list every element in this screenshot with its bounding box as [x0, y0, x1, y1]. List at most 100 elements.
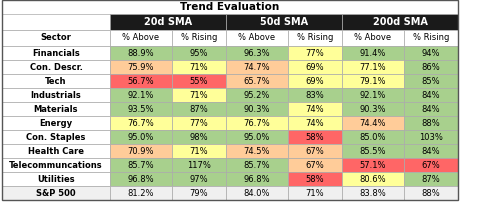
Bar: [226, 30, 288, 46]
Bar: [342, 60, 404, 74]
Text: 55%: 55%: [190, 76, 208, 85]
Bar: [110, 74, 172, 88]
Bar: [2, 46, 110, 60]
Text: 67%: 67%: [306, 146, 324, 155]
Bar: [342, 158, 404, 172]
Text: % Rising: % Rising: [181, 33, 217, 42]
Bar: [226, 144, 288, 158]
Bar: [2, 102, 110, 116]
Bar: [404, 74, 458, 88]
Bar: [226, 172, 288, 186]
Text: 58%: 58%: [306, 133, 324, 142]
Text: Telecommuncations: Telecommuncations: [9, 161, 103, 170]
Text: Materials: Materials: [34, 104, 78, 113]
Text: % Rising: % Rising: [413, 33, 449, 42]
Text: 83.8%: 83.8%: [360, 188, 386, 197]
Bar: [110, 46, 172, 60]
Text: 84%: 84%: [422, 146, 440, 155]
Bar: [2, 186, 110, 200]
Text: Financials: Financials: [32, 49, 80, 58]
Text: 69%: 69%: [306, 76, 324, 85]
Text: 76.7%: 76.7%: [128, 119, 154, 128]
Bar: [288, 74, 342, 88]
Text: 50d SMA: 50d SMA: [260, 17, 308, 27]
Text: Industrials: Industrials: [30, 91, 82, 100]
Bar: [342, 14, 458, 30]
Bar: [110, 186, 172, 200]
Bar: [226, 88, 288, 102]
Text: 85.5%: 85.5%: [360, 146, 386, 155]
Bar: [288, 102, 342, 116]
Text: 95.0%: 95.0%: [128, 133, 154, 142]
Bar: [110, 30, 172, 46]
Text: 77.1%: 77.1%: [360, 62, 386, 71]
Bar: [2, 0, 458, 14]
Text: 84%: 84%: [422, 104, 440, 113]
Bar: [226, 116, 288, 130]
Text: 95.2%: 95.2%: [244, 91, 270, 100]
Text: 74.7%: 74.7%: [244, 62, 270, 71]
Text: 83%: 83%: [306, 91, 324, 100]
Bar: [342, 130, 404, 144]
Bar: [110, 172, 172, 186]
Bar: [404, 88, 458, 102]
Text: % Rising: % Rising: [297, 33, 333, 42]
Text: 81.2%: 81.2%: [128, 188, 154, 197]
Text: 88%: 88%: [422, 119, 440, 128]
Bar: [342, 186, 404, 200]
Text: 95.0%: 95.0%: [244, 133, 270, 142]
Text: 65.7%: 65.7%: [244, 76, 270, 85]
Bar: [172, 88, 226, 102]
Text: 92.1%: 92.1%: [128, 91, 154, 100]
Bar: [172, 30, 226, 46]
Text: 74%: 74%: [306, 104, 324, 113]
Text: % Above: % Above: [354, 33, 392, 42]
Bar: [226, 130, 288, 144]
Bar: [342, 88, 404, 102]
Text: Energy: Energy: [40, 119, 72, 128]
Text: 92.1%: 92.1%: [360, 91, 386, 100]
Bar: [342, 116, 404, 130]
Bar: [2, 172, 110, 186]
Bar: [342, 46, 404, 60]
Bar: [110, 60, 172, 74]
Text: 76.7%: 76.7%: [244, 119, 270, 128]
Text: 69%: 69%: [306, 62, 324, 71]
Text: 97%: 97%: [190, 174, 208, 184]
Bar: [288, 46, 342, 60]
Text: Health Care: Health Care: [28, 146, 84, 155]
Bar: [2, 14, 110, 30]
Bar: [172, 102, 226, 116]
Bar: [404, 186, 458, 200]
Bar: [404, 46, 458, 60]
Text: 93.5%: 93.5%: [128, 104, 154, 113]
Bar: [342, 144, 404, 158]
Text: % Above: % Above: [238, 33, 276, 42]
Bar: [342, 102, 404, 116]
Text: 71%: 71%: [190, 62, 208, 71]
Text: 87%: 87%: [422, 174, 440, 184]
Bar: [110, 158, 172, 172]
Text: Utilities: Utilities: [37, 174, 75, 184]
Text: 75.9%: 75.9%: [128, 62, 154, 71]
Bar: [172, 172, 226, 186]
Text: 70.9%: 70.9%: [128, 146, 154, 155]
Bar: [2, 130, 110, 144]
Text: 84.0%: 84.0%: [244, 188, 270, 197]
Text: 56.7%: 56.7%: [128, 76, 154, 85]
Text: Trend Evaluation: Trend Evaluation: [180, 2, 280, 12]
Text: 95%: 95%: [190, 49, 208, 58]
Bar: [404, 158, 458, 172]
Bar: [226, 60, 288, 74]
Text: 58%: 58%: [306, 174, 324, 184]
Text: 96.3%: 96.3%: [244, 49, 270, 58]
Bar: [110, 116, 172, 130]
Bar: [172, 116, 226, 130]
Text: 71%: 71%: [190, 91, 208, 100]
Bar: [288, 88, 342, 102]
Bar: [110, 130, 172, 144]
Text: 57.1%: 57.1%: [360, 161, 386, 170]
Bar: [2, 144, 110, 158]
Text: Con. Descr.: Con. Descr.: [30, 62, 82, 71]
Text: 79.1%: 79.1%: [360, 76, 386, 85]
